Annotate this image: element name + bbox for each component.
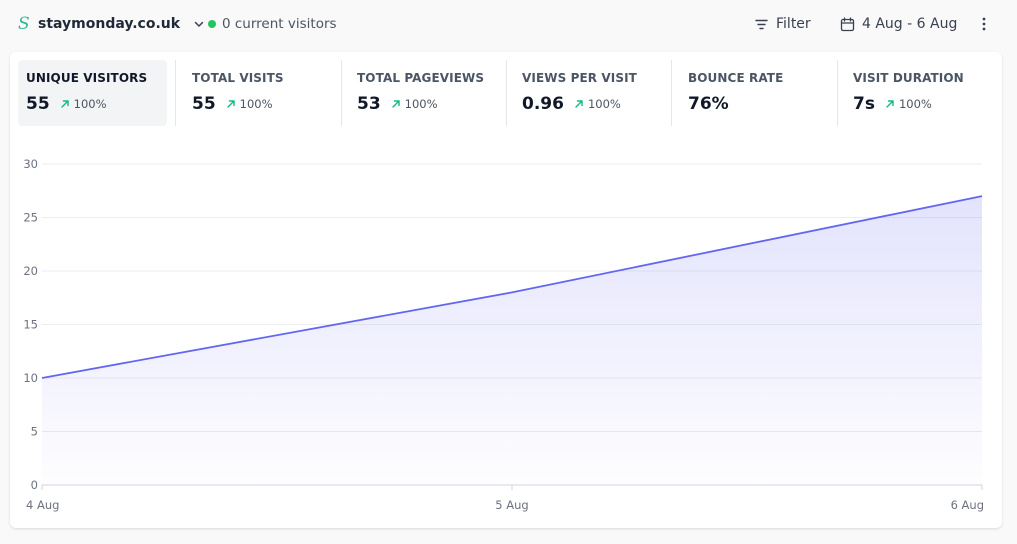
more-menu-button[interactable] [976,14,992,34]
y-tick-label: 5 [31,425,38,439]
stat-divider [175,60,176,126]
stat-views-per-visit[interactable]: VIEWS PER VISIT 0.96 100% [514,60,663,126]
stat-total-visits[interactable]: TOTAL VISITS 55 100% [184,60,333,126]
stat-total-pageviews[interactable]: TOTAL PAGEVIEWS 53 100% [349,60,498,126]
arrow-up-right-icon [391,100,400,108]
kebab-menu-icon [982,17,986,31]
current-visitors[interactable]: 0 current visitors [208,15,337,33]
y-tick-label: 30 [23,157,38,171]
stat-value: 53 [357,94,381,114]
stat-label: UNIQUE VISITORS [26,71,148,85]
current-visitors-label: 0 current visitors [222,16,337,32]
date-range-picker[interactable]: 4 Aug - 6 Aug [840,14,957,34]
x-tick-label: 5 Aug [495,498,528,512]
stat-label: TOTAL PAGEVIEWS [357,71,485,85]
stat-change: 100% [60,97,107,111]
data-points [41,196,983,379]
stat-change-value: 100% [898,97,932,111]
s-logo-icon: S [18,14,30,34]
stat-bounce-rate[interactable]: BOUNCE RATE 76% [680,60,829,126]
stat-value: 76% [688,94,729,114]
y-tick-label: 10 [23,371,38,385]
site-switcher[interactable]: S staymonday.co.uk [18,14,206,34]
stat-label: BOUNCE RATE [688,71,784,85]
x-tick-label: 4 Aug [26,498,59,512]
stat-divider [506,60,507,126]
visitors-chart[interactable]: 0 5 10 15 20 25 30 4 Aug 5 Aug 6 Aug [10,52,1002,528]
stat-label: VIEWS PER VISIT [522,71,637,85]
filter-icon [755,19,768,29]
y-tick-label: 20 [23,264,38,278]
stat-change: 100% [574,97,621,111]
stat-change-value: 100% [239,97,273,111]
stat-change: 100% [226,97,273,111]
date-range-label: 4 Aug - 6 Aug [862,16,958,32]
stat-divider [837,60,838,126]
stat-divider [341,60,342,126]
chevron-down-icon [194,21,204,27]
y-tick-label: 15 [23,318,38,332]
stat-change-value: 100% [587,97,621,111]
analytics-card: UNIQUE VISITORS 55 100% TOTAL VISITS 55 … [10,52,1002,528]
stat-value: 55 [192,94,216,114]
arrow-up-right-icon [886,100,894,108]
stat-value: 55 [26,94,50,114]
stat-label: TOTAL VISITS [192,71,284,85]
top-bar: S staymonday.co.uk 0 current visitors Fi… [0,0,1017,48]
stat-change: 100% [885,97,932,111]
stat-value: 7s [853,94,875,114]
series-area [42,196,982,485]
stats-row: UNIQUE VISITORS 55 100% TOTAL VISITS 55 … [18,60,994,126]
stat-label: VISIT DURATION [853,71,964,85]
filter-button[interactable]: Filter [754,14,811,34]
y-tick-label: 0 [31,478,38,492]
y-tick-label: 25 [23,211,38,225]
site-name: staymonday.co.uk [38,16,181,32]
x-axis: 4 Aug 5 Aug 6 Aug [26,485,984,512]
stat-change-value: 100% [404,97,438,111]
filter-label: Filter [776,16,811,32]
calendar-icon [840,16,855,31]
x-tick-label: 6 Aug [951,498,984,512]
stat-divider [671,60,672,126]
arrow-up-right-icon [60,100,69,108]
arrow-up-right-icon [226,100,235,108]
stat-change: 100% [391,97,438,111]
stat-value: 0.96 [522,94,564,114]
stat-unique-visitors[interactable]: UNIQUE VISITORS 55 100% [18,60,167,126]
y-axis: 0 5 10 15 20 25 30 [23,157,38,492]
stat-visit-duration[interactable]: VISIT DURATION 7s 100% [845,60,994,126]
arrow-up-right-icon [575,100,583,108]
stat-change-value: 100% [73,97,107,111]
live-dot-icon [208,20,216,28]
